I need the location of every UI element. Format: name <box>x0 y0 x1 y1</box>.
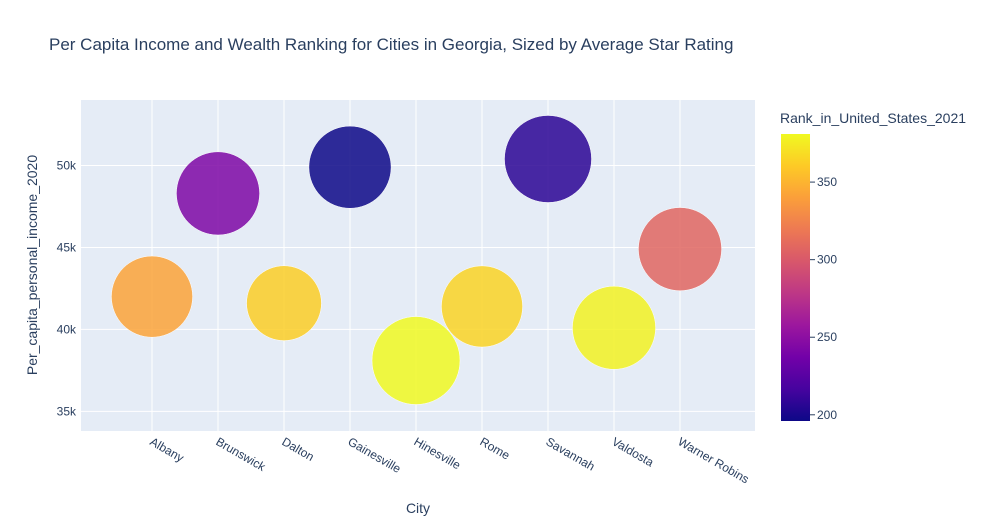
colorbar-ticks: 200 250 300 350 <box>810 175 837 422</box>
x-tick-label: Hinesville <box>412 434 464 472</box>
colorbar-tick-label: 200 <box>817 408 837 422</box>
bubble-albany <box>111 255 193 338</box>
bubble-dalton <box>246 265 322 341</box>
y-tick-label: 35k <box>57 404 77 418</box>
bubble-hinesville <box>371 316 461 405</box>
y-axis-ticks: 35k 40k 45k 50k <box>57 159 77 419</box>
bubble-gainesville <box>308 125 392 209</box>
y-tick-label: 50k <box>57 159 77 173</box>
colorbar-tick-label: 300 <box>817 253 837 267</box>
x-tick-label: Savannah <box>544 434 598 473</box>
x-tick-label: Dalton <box>280 434 317 463</box>
x-axis-ticks: Albany Brunswick Dalton Gainesville Hinesvil… <box>148 434 752 486</box>
x-tick-label: Rome <box>478 434 513 462</box>
x-axis-label: City <box>406 500 430 516</box>
y-axis-label: Per_capita_personal_income_2020 <box>24 155 40 375</box>
y-tick-label: 40k <box>57 322 77 336</box>
bubbles <box>111 115 722 405</box>
colorbar-title: Rank_in_United_States_2021 <box>780 110 966 126</box>
x-tick-label: Gainesville <box>346 434 404 476</box>
bubble-savannah <box>504 115 592 203</box>
y-tick-label: 45k <box>57 240 77 254</box>
x-tick-label: Brunswick <box>214 434 269 474</box>
bubble-warner-robins <box>638 207 722 291</box>
x-tick-label: Warner Robins <box>676 434 752 486</box>
x-tick-label: Valdosta <box>610 434 657 469</box>
bubble-brunswick <box>176 151 260 236</box>
chart-title: Per Capita Income and Wealth Ranking for… <box>49 35 733 54</box>
colorbar-tick-label: 350 <box>817 175 837 189</box>
bubble-valdosta <box>572 285 656 370</box>
x-tick-label: Albany <box>148 434 187 464</box>
bubble-rome <box>441 265 523 348</box>
colorbar-tick-label: 250 <box>817 330 837 344</box>
colorbar <box>781 134 810 421</box>
